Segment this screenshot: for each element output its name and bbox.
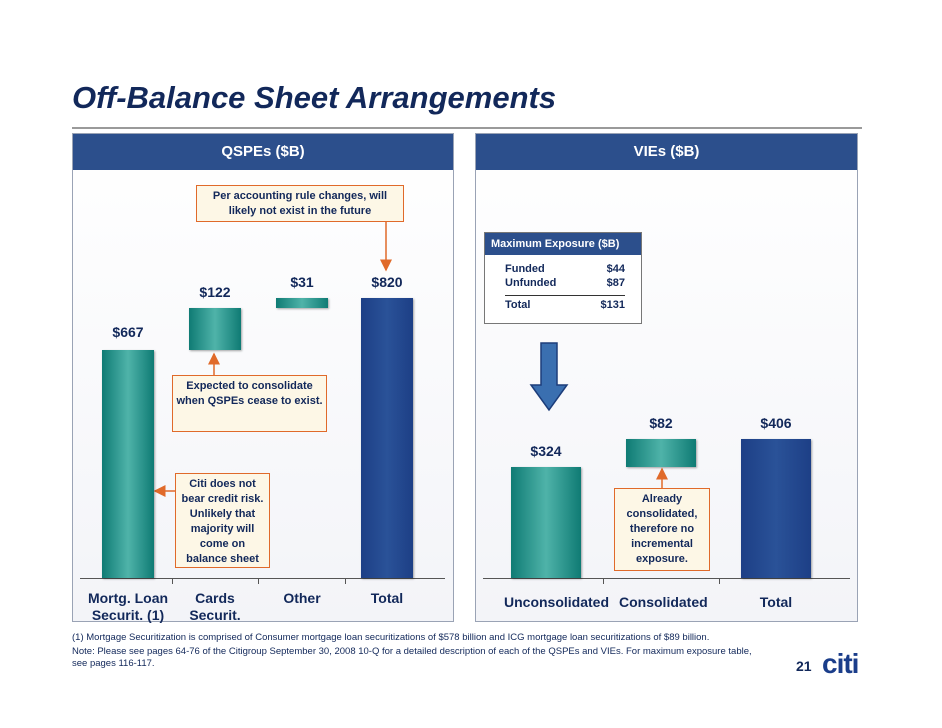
category-divider bbox=[719, 578, 720, 584]
value-label: $31 bbox=[290, 273, 314, 290]
bar bbox=[626, 439, 696, 468]
category-label: Total bbox=[370, 590, 404, 606]
category-label: Unconsolidated bbox=[504, 594, 610, 610]
bar bbox=[361, 297, 413, 578]
title-rule bbox=[72, 127, 862, 129]
bar bbox=[741, 439, 811, 578]
category-label: Mortg. Loan Securit. (1) bbox=[87, 590, 169, 623]
table-cell: $131 bbox=[600, 299, 625, 311]
slide-title: Off-Balance Sheet Arrangements bbox=[72, 80, 557, 115]
category-label: Cards Securit. bbox=[189, 590, 241, 623]
category-label: Consolidated bbox=[619, 594, 708, 610]
category-label: Total bbox=[759, 594, 793, 610]
table-cell: $87 bbox=[606, 277, 625, 289]
table-cell: Total bbox=[505, 299, 531, 311]
exposure-table: Maximum Exposure ($B) Funded $44 Unfunded $… bbox=[484, 232, 642, 324]
table-row: Funded $44 bbox=[505, 263, 625, 277]
panel-header: QSPEs ($B) bbox=[73, 134, 453, 170]
bar bbox=[511, 467, 581, 578]
table-row: Unfunded $87 bbox=[505, 277, 625, 291]
bar bbox=[276, 297, 328, 309]
callout: Citi does not bear credit risk. Unlikely… bbox=[175, 473, 270, 568]
category-divider bbox=[345, 578, 346, 584]
footnote: (1) Mortgage Securitization is comprised… bbox=[72, 632, 710, 643]
page-number: 21 bbox=[796, 658, 812, 674]
value-label: $122 bbox=[199, 284, 231, 301]
category-label: Other bbox=[283, 590, 321, 606]
footnote: Note: Please see pages 64-76 of the Citi… bbox=[72, 646, 752, 669]
table-title: Maximum Exposure ($B) bbox=[485, 233, 641, 255]
table-cell: Funded bbox=[505, 263, 545, 275]
category-divider bbox=[603, 578, 604, 584]
callout: Already consolidated, therefore no incre… bbox=[614, 488, 710, 571]
callout: Expected to consolidate when QSPEs cease… bbox=[172, 375, 327, 432]
value-label: $324 bbox=[530, 443, 562, 460]
baseline bbox=[80, 578, 445, 579]
category-divider bbox=[172, 578, 173, 584]
table-cell: $44 bbox=[606, 263, 625, 275]
value-label: $820 bbox=[371, 273, 403, 290]
bar bbox=[102, 349, 154, 578]
category-divider bbox=[258, 578, 259, 584]
table-row: Total $131 bbox=[505, 295, 625, 313]
table-cell: Unfunded bbox=[505, 277, 557, 289]
baseline bbox=[483, 578, 850, 579]
logo: citi bbox=[822, 648, 859, 679]
panel-header: VIEs ($B) bbox=[476, 134, 857, 170]
value-label: $82 bbox=[649, 415, 673, 432]
value-label: $406 bbox=[760, 415, 792, 432]
value-label: $667 bbox=[112, 323, 144, 340]
bar bbox=[189, 308, 241, 350]
callout: Per accounting rule changes, will likely… bbox=[196, 185, 404, 222]
